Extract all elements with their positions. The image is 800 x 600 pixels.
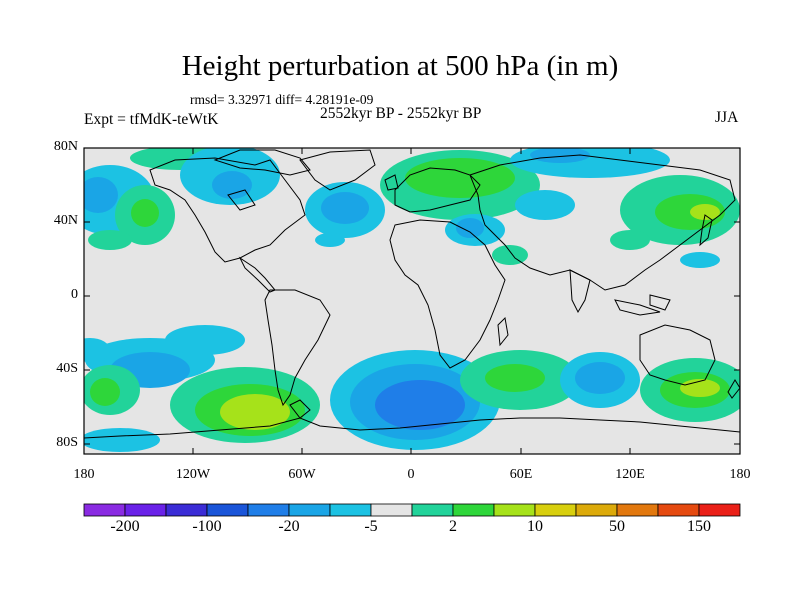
x-label-60w: 60W	[288, 467, 316, 482]
colorbar-label-m20: -20	[278, 518, 300, 535]
y-label-0: 0	[71, 287, 78, 302]
colorbar-box	[329, 503, 372, 517]
y-label-40n: 40N	[53, 213, 78, 228]
y-label-80n: 80N	[53, 139, 78, 154]
height-field	[84, 148, 740, 454]
y-label-40s: 40S	[56, 361, 78, 376]
season-label: JJA	[715, 109, 739, 126]
experiment-label: Expt = tfMdK-teWtK	[84, 111, 219, 128]
colorbar-box	[370, 503, 413, 517]
colorbar-box	[165, 503, 208, 517]
colorbar-box	[534, 503, 577, 517]
colorbar-box	[288, 503, 331, 517]
coastlines	[84, 149, 740, 439]
colorbar-box	[575, 503, 618, 517]
colorbar-box	[247, 503, 290, 517]
colorbar-box	[452, 503, 495, 517]
colorbar-box	[411, 503, 454, 517]
y-label-80s: 80S	[56, 435, 78, 450]
colorbar-box	[698, 503, 741, 517]
colorbar-box	[83, 503, 126, 517]
colorbar-label-m5: -5	[364, 518, 378, 535]
x-label-0: 0	[407, 467, 415, 482]
x-label-120w: 120W	[175, 467, 211, 482]
x-label-120e: 120E	[615, 467, 645, 482]
colorbar	[83, 503, 741, 517]
colorbar-label-150: 150	[687, 518, 711, 535]
colorbar-label-2: 2	[449, 518, 457, 535]
colorbar-box	[206, 503, 249, 517]
x-label-60e: 60E	[509, 467, 533, 482]
period-label: 2552kyr BP - 2552kyr BP	[320, 105, 482, 122]
x-ticks	[83, 148, 741, 454]
colorbar-box	[657, 503, 700, 517]
colorbar-box	[124, 503, 167, 517]
x-label-180e: 180	[729, 467, 751, 482]
colorbar-label-10: 10	[527, 518, 543, 535]
map-title: Height perturbation at 500 hPa (in m)	[181, 50, 619, 82]
colorbar-box	[616, 503, 659, 517]
colorbar-label-50: 50	[609, 518, 625, 535]
colorbar-label-m200: -200	[110, 518, 140, 535]
map-frame	[83, 147, 741, 455]
x-label-180w: 180	[73, 467, 95, 482]
y-ticks	[84, 147, 740, 445]
colorbar-label-m100: -100	[192, 518, 222, 535]
rmsd-diff-stats: rmsd= 3.32971 diff= 4.28191e-09	[190, 92, 374, 107]
colorbar-box	[493, 503, 536, 517]
